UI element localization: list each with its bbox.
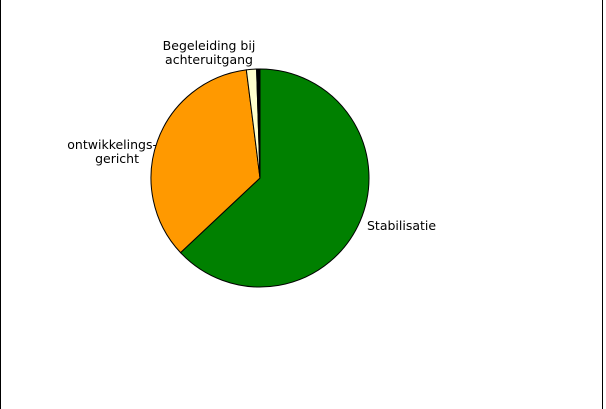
- slice-label-begeleiding: Begeleiding bij achteruitgang: [139, 39, 279, 67]
- slice-label-ontwikkelingsgericht-line2: gericht: [95, 151, 139, 166]
- slice-label-begeleiding-line1: Begeleiding bij: [162, 38, 256, 53]
- slice-label-ontwikkelingsgericht: ontwikkelings- gericht: [41, 138, 157, 166]
- pie-slice-stabilisatie: [179, 68, 370, 288]
- pie-slice-unlabeled-3: [256, 68, 261, 179]
- slice-label-begeleiding-line2: achteruitgang: [165, 52, 253, 67]
- slice-label-stabilisatie: Stabilisatie: [367, 219, 436, 233]
- slice-label-ontwikkelingsgericht-line1: ontwikkelings-: [67, 137, 157, 152]
- pie-slice-ontwikkelings-gericht: [150, 69, 261, 254]
- slice-label-stabilisatie-text: Stabilisatie: [367, 218, 437, 233]
